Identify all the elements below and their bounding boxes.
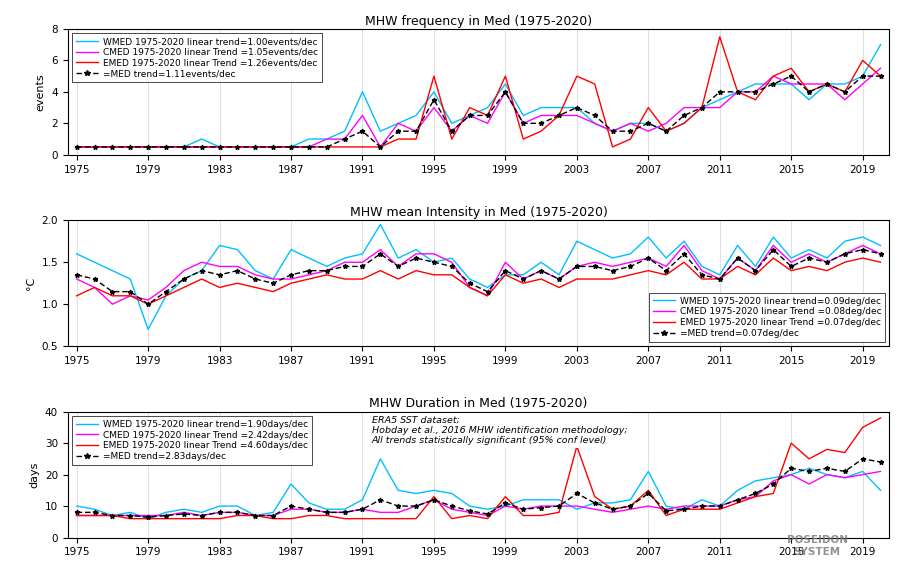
Title: MHW Duration in Med (1975-2020): MHW Duration in Med (1975-2020) [369,398,587,410]
Legend: WMED 1975-2020 linear trend=0.09deg/dec, CMED 1975-2020 linear Trend =0.08deg/de: WMED 1975-2020 linear trend=0.09deg/dec,… [649,293,884,342]
Y-axis label: events: events [36,73,46,110]
Y-axis label: °C: °C [26,277,36,290]
Text: ERA5 SST dataset;
Hobday et al., 2016 MHW identification methodology;
All trends: ERA5 SST dataset; Hobday et al., 2016 MH… [372,416,627,445]
Title: MHW frequency in Med (1975-2020): MHW frequency in Med (1975-2020) [364,14,592,28]
Title: MHW mean Intensity in Med (1975-2020): MHW mean Intensity in Med (1975-2020) [349,206,607,219]
Y-axis label: days: days [29,461,40,488]
Text: POSEIDON
SYSTEM: POSEIDON SYSTEM [786,535,847,557]
Legend: WMED 1975-2020 linear trend=1.90days/dec, CMED 1975-2020 linear Trend =2.42days/: WMED 1975-2020 linear trend=1.90days/dec… [72,416,311,465]
Legend: WMED 1975-2020 linear trend=1.00events/dec, CMED 1975-2020 linear Trend =1.05eve: WMED 1975-2020 linear trend=1.00events/d… [72,34,321,82]
